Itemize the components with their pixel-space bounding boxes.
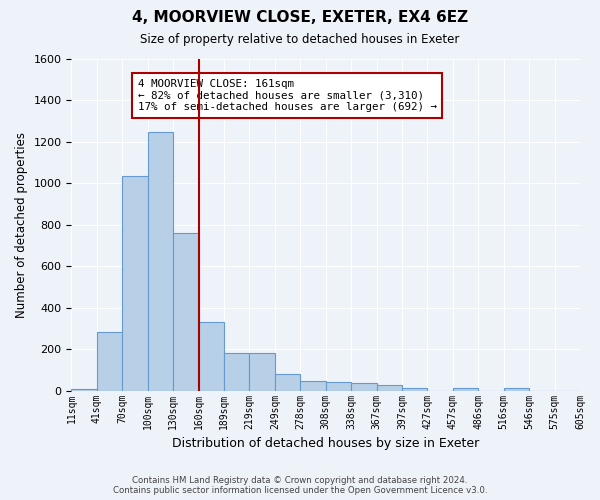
Text: Size of property relative to detached houses in Exeter: Size of property relative to detached ho… [140, 32, 460, 46]
Bar [148, 132, 173, 390]
X-axis label: Distribution of detached houses by size in Exeter: Distribution of detached houses by size … [172, 437, 479, 450]
Bar [402, 388, 427, 390]
Bar [199, 322, 224, 390]
Bar [351, 384, 377, 390]
Bar [453, 388, 478, 390]
Text: Contains HM Land Registry data © Crown copyright and database right 2024.
Contai: Contains HM Land Registry data © Crown c… [113, 476, 487, 495]
Bar [224, 354, 250, 391]
Bar [250, 354, 275, 391]
Bar [326, 382, 351, 390]
Bar [122, 176, 148, 390]
Bar [275, 374, 300, 390]
Bar [71, 388, 97, 390]
Bar [377, 386, 402, 390]
Text: 4 MOORVIEW CLOSE: 161sqm
← 82% of detached houses are smaller (3,310)
17% of sem: 4 MOORVIEW CLOSE: 161sqm ← 82% of detach… [137, 79, 437, 112]
Bar [97, 332, 122, 390]
Text: 4, MOORVIEW CLOSE, EXETER, EX4 6EZ: 4, MOORVIEW CLOSE, EXETER, EX4 6EZ [132, 10, 468, 25]
Bar [504, 388, 529, 390]
Bar [173, 233, 199, 390]
Y-axis label: Number of detached properties: Number of detached properties [15, 132, 28, 318]
Bar [300, 382, 326, 390]
